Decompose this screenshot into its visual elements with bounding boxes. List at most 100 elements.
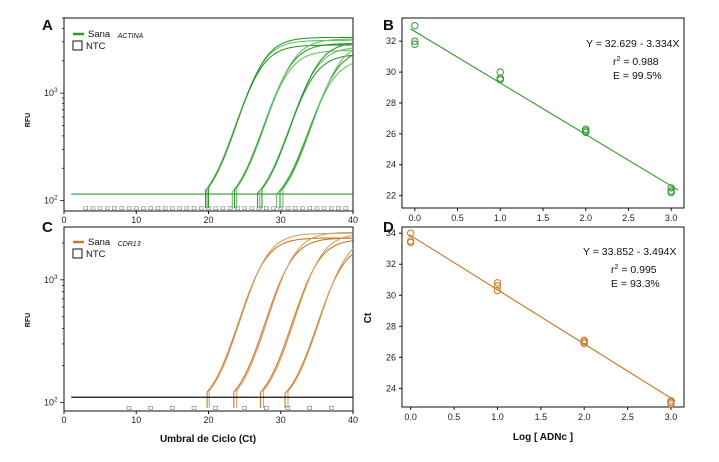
x-tick-label: 2.5 bbox=[621, 412, 634, 422]
x-tick-label: 0.5 bbox=[451, 213, 464, 223]
data-point bbox=[406, 229, 415, 237]
y-tick-label: 32 bbox=[386, 36, 396, 46]
y-tick-label: 30 bbox=[386, 290, 396, 300]
amplification-curve bbox=[275, 63, 353, 209]
ntc-marker bbox=[90, 206, 96, 211]
ntc-marker bbox=[307, 206, 312, 211]
x-tick-label: 1.0 bbox=[494, 213, 507, 223]
y-tick-label: 32 bbox=[386, 259, 396, 269]
panel-b-efficiency: E = 99.5% bbox=[613, 70, 662, 82]
panel-c: C 0 10 20 30 40 102 103 RFU Umbral de Ciclo (… bbox=[25, 219, 358, 445]
panel-label-b: B bbox=[383, 17, 394, 34]
amplification-curve bbox=[233, 237, 353, 408]
panel-d-r2: r2 = 0.995 bbox=[611, 264, 657, 276]
ntc-marker bbox=[329, 406, 334, 410]
amplification-curve bbox=[206, 237, 352, 408]
ntc-marker bbox=[170, 206, 175, 211]
data-point bbox=[582, 128, 590, 137]
y-tick-label: 26 bbox=[386, 352, 396, 362]
ntc-marker bbox=[263, 206, 269, 211]
x-tick-label: 20 bbox=[203, 215, 213, 225]
panel-b-fit-line bbox=[410, 28, 679, 191]
ntc-marker bbox=[162, 206, 168, 211]
amplification-curve bbox=[236, 38, 353, 209]
x-tick-label: 3.0 bbox=[665, 412, 678, 422]
ntc-marker bbox=[126, 206, 132, 211]
ntc-marker bbox=[307, 406, 312, 410]
panel-a-curves bbox=[205, 36, 353, 209]
x-tick-label: 1.0 bbox=[491, 412, 504, 422]
amplification-curve bbox=[208, 232, 352, 408]
ntc-marker bbox=[278, 206, 284, 211]
panel-a: A 0 10 20 30 40 102 103 RFU Sana ACTINA NTC bbox=[25, 17, 358, 225]
panel-a-ntc-markers bbox=[83, 206, 349, 211]
amplification-curve bbox=[205, 44, 352, 209]
panel-b-points bbox=[411, 22, 675, 197]
panel-a-y-ticks: 102 103 bbox=[44, 17, 64, 206]
data-point bbox=[496, 68, 504, 76]
panel-b-y-ticks: 22 24 26 28 30 32 bbox=[386, 36, 402, 201]
amplification-curve bbox=[279, 54, 353, 209]
x-tick-label: 0.0 bbox=[409, 213, 422, 223]
legend-a-ntc-box bbox=[72, 40, 83, 51]
x-tick-label: 30 bbox=[276, 415, 286, 425]
y-tick-label: 26 bbox=[386, 129, 396, 139]
legend-a-sana-label: Sana ACTINA bbox=[88, 24, 144, 41]
data-point bbox=[411, 22, 419, 30]
x-tick-label: 0 bbox=[61, 215, 66, 225]
panel-d-frame bbox=[401, 226, 685, 408]
ntc-marker bbox=[105, 206, 110, 211]
ntc-marker bbox=[285, 406, 291, 410]
amplification-curve bbox=[259, 47, 352, 209]
x-tick-label: 0 bbox=[61, 415, 66, 425]
panel-c-y-title: RFU bbox=[25, 313, 32, 327]
panel-a-legend: Sana ACTINA NTC bbox=[72, 24, 144, 52]
data-point bbox=[493, 279, 502, 287]
ntc-marker bbox=[198, 206, 204, 211]
ntc-marker bbox=[133, 206, 139, 211]
y-tick-label: 103 bbox=[44, 274, 58, 285]
panel-c-y-ticks: 102 103 bbox=[44, 242, 64, 407]
amplification-curve bbox=[206, 39, 352, 209]
panel-b-x-ticks: 0.0 0.5 1.0 1.5 2.0 2.5 3.0 bbox=[409, 208, 677, 223]
ntc-marker bbox=[119, 206, 125, 211]
ntc-marker bbox=[256, 206, 262, 211]
ntc-marker bbox=[249, 206, 255, 211]
y-tick-label: 22 bbox=[386, 191, 396, 201]
ntc-marker bbox=[112, 206, 117, 211]
panel-d-efficiency: E = 93.3% bbox=[611, 278, 660, 290]
amplification-curve bbox=[284, 254, 353, 408]
ntc-marker bbox=[83, 206, 88, 211]
panel-d-equation: Y = 33.852 - 3.494X bbox=[583, 246, 677, 258]
ntc-marker bbox=[206, 206, 211, 211]
ntc-marker bbox=[155, 206, 161, 211]
x-tick-label: 2.0 bbox=[578, 412, 591, 422]
ntc-marker bbox=[336, 206, 341, 211]
amplification-curve bbox=[259, 240, 353, 408]
legend-a-ntc-label: NTC bbox=[86, 41, 106, 52]
ntc-marker bbox=[242, 406, 247, 410]
panel-label-d: D bbox=[383, 219, 394, 236]
ntc-marker bbox=[177, 206, 182, 211]
x-tick-label: 0.5 bbox=[448, 412, 461, 422]
x-tick-label: 40 bbox=[348, 215, 358, 225]
panel-d-y-title: Ct bbox=[363, 312, 374, 323]
amplification-curve bbox=[261, 42, 353, 209]
y-tick-label: 103 bbox=[44, 87, 58, 98]
y-tick-label: 28 bbox=[386, 321, 396, 331]
ntc-marker bbox=[235, 206, 240, 211]
panel-a-y-title: RFU bbox=[25, 113, 32, 127]
amplification-curve bbox=[236, 231, 353, 408]
ntc-marker bbox=[148, 406, 153, 410]
ntc-marker bbox=[170, 406, 175, 410]
ntc-marker bbox=[227, 206, 233, 211]
panel-c-x-title: Umbral de Ciclo (Ct) bbox=[160, 434, 256, 445]
data-point bbox=[667, 188, 675, 197]
data-point bbox=[493, 282, 502, 290]
x-tick-label: 0.0 bbox=[404, 412, 417, 422]
amplification-curve bbox=[282, 50, 352, 209]
y-tick-label: 102 bbox=[44, 396, 58, 407]
ntc-marker bbox=[184, 206, 190, 211]
y-tick-label: 34 bbox=[386, 228, 396, 238]
